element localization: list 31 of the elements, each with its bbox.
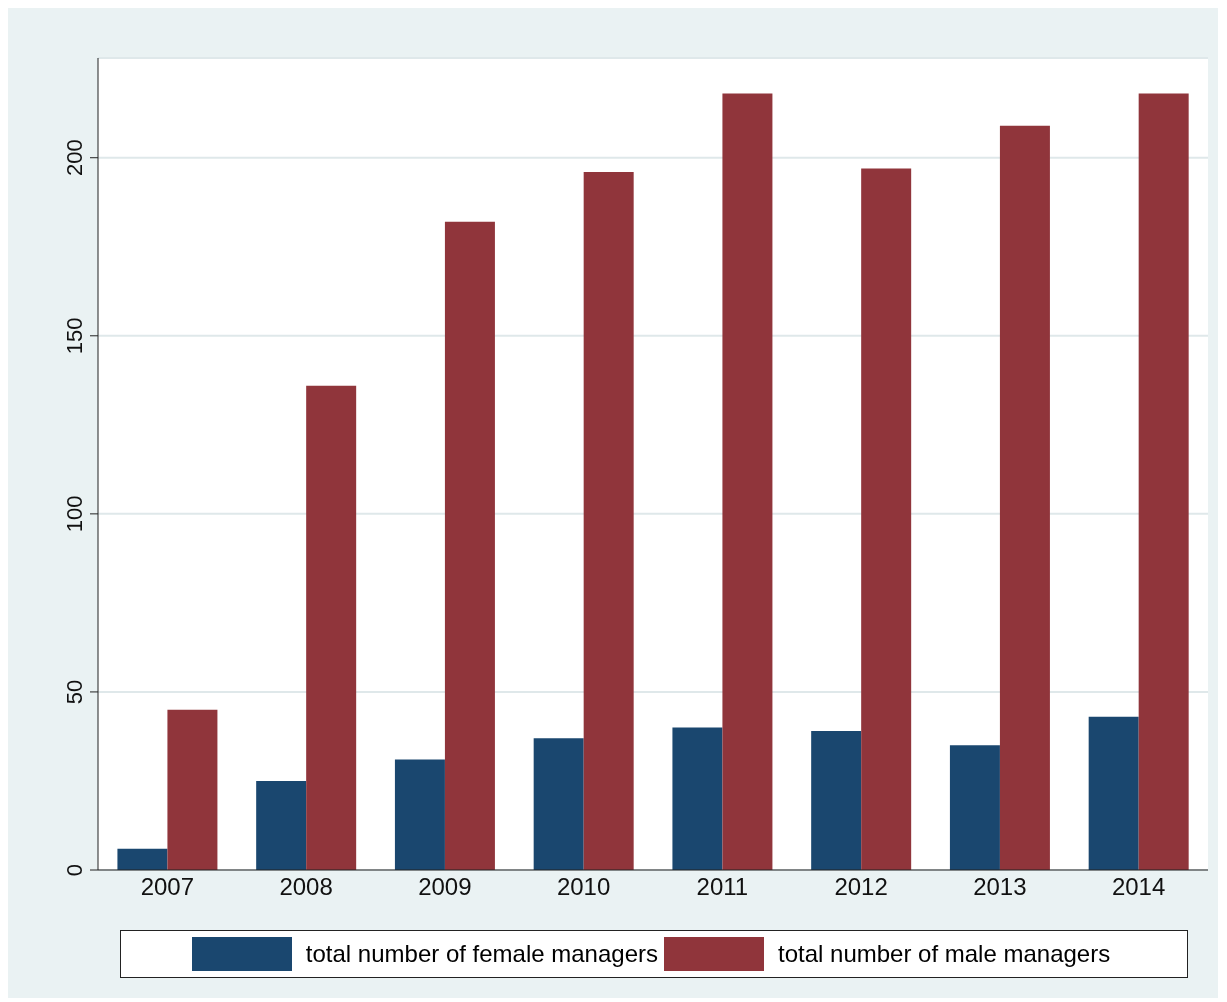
bar [394, 759, 445, 870]
legend-label: total number of male managers [778, 940, 1111, 968]
x-tick-label: 2014 [1111, 873, 1166, 901]
x-tick-label: 2008 [279, 873, 333, 901]
x-tick-label: 2013 [973, 873, 1027, 901]
bar [999, 125, 1050, 870]
y-tick-label: 200 [62, 139, 87, 177]
bar [256, 780, 307, 870]
bar [306, 385, 357, 870]
x-tick-label: 2012 [834, 873, 888, 901]
y-tick-label: 0 [62, 863, 87, 877]
y-tick-label: 150 [62, 317, 87, 355]
bar [672, 727, 723, 870]
bar [117, 848, 168, 870]
bar [722, 93, 773, 870]
y-tick-label: 50 [62, 679, 87, 705]
bar [811, 731, 862, 870]
bar [533, 738, 584, 870]
bar [1088, 716, 1139, 870]
x-tick-label: 2007 [140, 873, 195, 901]
bar [861, 168, 912, 870]
bar [444, 221, 495, 870]
bar [949, 745, 1000, 870]
bar [167, 709, 218, 870]
x-tick-label: 2010 [556, 873, 611, 901]
x-tick-label: 2009 [418, 873, 472, 901]
legend-label: total number of female managers [305, 940, 658, 968]
bar [1138, 93, 1189, 870]
bar [583, 171, 634, 870]
y-tick-label: 100 [62, 495, 87, 533]
x-tick-label: 2011 [696, 873, 749, 901]
